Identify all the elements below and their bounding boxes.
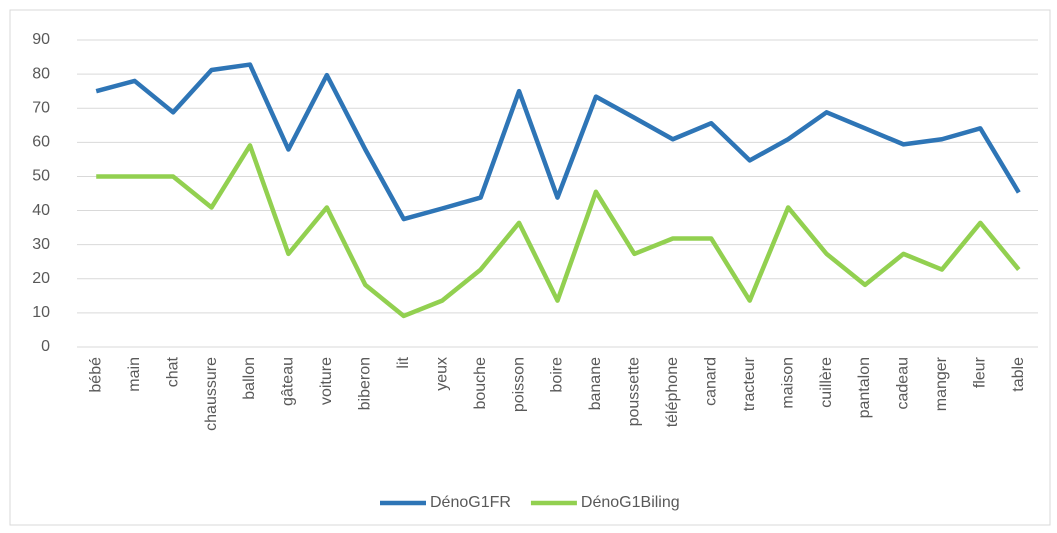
x-tick-label: téléphone (664, 357, 681, 427)
x-tick-label: voiture (318, 357, 335, 405)
line-series (95, 62, 1021, 222)
x-tick-label: chat (164, 356, 181, 387)
x-tick-label: cuillère (818, 357, 835, 408)
y-tick-label: 50 (32, 168, 50, 185)
y-tick-label: 20 (32, 270, 50, 287)
x-tick-label: maison (779, 357, 796, 409)
x-tick-label: cadeau (895, 357, 912, 410)
x-tick-label: boire (549, 357, 566, 393)
line-series (96, 143, 1021, 319)
x-tick-label: poisson (510, 357, 527, 412)
x-tick-label: gâteau (280, 357, 297, 406)
y-tick-label: 0 (41, 338, 50, 355)
legend-label: DénoG1Biling (581, 494, 680, 511)
y-tick-label: 10 (32, 304, 50, 321)
x-tick-label: lit (395, 356, 412, 368)
y-tick-label: 90 (32, 31, 50, 48)
x-tick-label: poussette (626, 357, 643, 426)
x-tick-label: ballon (241, 357, 258, 400)
y-tick-label: 70 (32, 99, 50, 116)
legend-label: DénoG1FR (430, 494, 511, 511)
x-tick-label: banane (587, 357, 604, 410)
y-tick-label: 30 (32, 236, 50, 253)
x-tick-label: manger (933, 356, 950, 411)
x-tick-label: chaussure (203, 357, 220, 431)
y-tick-label: 60 (32, 134, 50, 151)
x-tick-label: bébé (87, 357, 104, 393)
x-tick-label: table (1010, 357, 1027, 392)
x-tick-label: fleur (972, 356, 989, 388)
x-tick-label: canard (702, 357, 719, 406)
x-tick-label: biberon (357, 357, 374, 410)
x-tick-label: yeux (433, 357, 450, 391)
x-tick-label: bouche (472, 357, 489, 410)
chart-border (9, 9, 1051, 526)
y-tick-label: 80 (32, 65, 50, 82)
x-tick-label: pantalon (856, 357, 873, 418)
y-tick-label: 40 (32, 202, 50, 219)
x-tick-label: tracteur (741, 356, 758, 411)
x-tick-label: main (126, 357, 143, 392)
